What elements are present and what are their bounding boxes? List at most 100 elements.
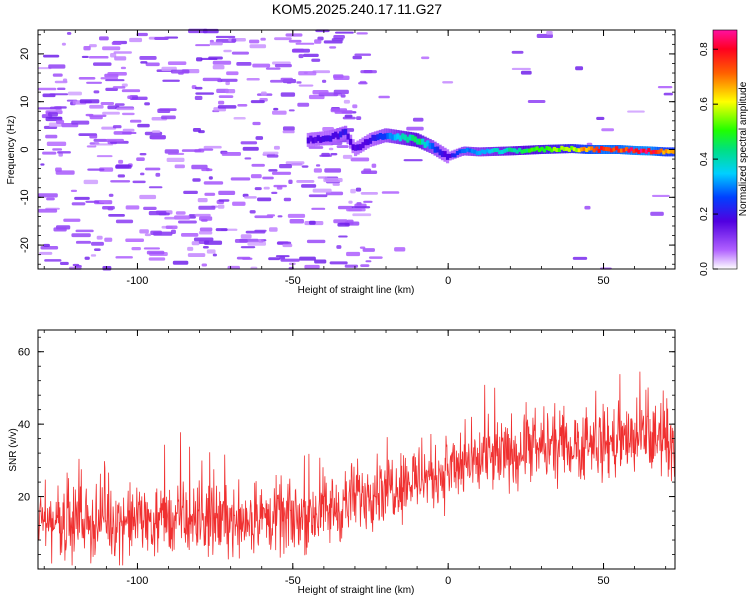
- spectrogram-noise-cell: [442, 81, 454, 84]
- spectrogram-noise-cell: [358, 82, 368, 85]
- spectrogram-ridge-cell: [537, 148, 542, 153]
- spectrogram-ridge-cell: [356, 144, 360, 151]
- spectrogram-noise-cell: [49, 93, 69, 96]
- spectrogram-ridge-cell: [540, 146, 544, 151]
- spectrogram-noise-cell: [266, 214, 276, 217]
- spectrogram-ridge-cell: [493, 147, 497, 152]
- spectrogram-noise-cell: [88, 55, 109, 59]
- spectrogram-noise-cell: [198, 130, 205, 134]
- spectrogram-noise-cell: [328, 147, 334, 151]
- spectrogram-noise-cell: [151, 130, 161, 133]
- spectrogram-ridge-cell: [450, 153, 455, 158]
- spectrogram-ridge-cell: [309, 135, 313, 142]
- spectrogram-noise-cell: [511, 50, 524, 54]
- spectrogram-ridge-cell: [592, 148, 596, 153]
- spectrogram-ridge-cell: [363, 139, 368, 146]
- spectrogram-noise-cell: [62, 78, 68, 83]
- spectrogram-ridge-cell: [597, 148, 601, 153]
- spectrogram-noise-cell: [218, 190, 236, 196]
- spectrogram-noise-cell: [121, 131, 137, 135]
- spectrogram-noise-cell: [145, 62, 160, 67]
- spectrogram-ridge-cell: [557, 148, 562, 153]
- spectrogram-noise-cell: [100, 102, 115, 106]
- x-tick-label: -50: [285, 275, 301, 287]
- colorbar-tick-label: 0.2: [699, 207, 710, 221]
- spectrogram-noise-cell: [241, 257, 253, 260]
- spectrogram-noise-cell: [39, 251, 53, 255]
- spectrogram-noise-cell: [83, 179, 99, 185]
- spectrogram-noise-cell: [66, 31, 72, 35]
- spectrogram-ridge-cell: [478, 150, 482, 155]
- spectrogram-noise-cell: [145, 167, 161, 171]
- spectrogram-noise-cell: [371, 163, 377, 168]
- spectrogram-noise-cell: [201, 219, 208, 222]
- spectrogram-noise-cell: [336, 145, 349, 148]
- spectrogram-noise-cell: [48, 112, 58, 117]
- colorbar-tick-label: 0.8: [699, 42, 710, 56]
- spectrogram-noise-cell: [260, 91, 267, 96]
- spectrogram-ridge-cell: [523, 149, 527, 154]
- spectrogram-noise-cell: [270, 79, 284, 83]
- spectrogram-noise-cell: [110, 53, 117, 58]
- spectrogram-noise-cell: [257, 238, 264, 243]
- spectrogram-noise-cell: [125, 238, 144, 243]
- x-tick-label: -100: [126, 275, 148, 287]
- spectrogram-noise-cell: [301, 184, 317, 188]
- spectrogram-ridge-cell: [614, 146, 619, 151]
- spectrogram-noise-cell: [352, 55, 362, 60]
- spectrogram-noise-cell: [162, 79, 180, 82]
- spectrogram-noise-cell: [86, 145, 97, 148]
- spectrogram-ridge-cell: [463, 148, 467, 153]
- spectrogram-noise-cell: [204, 240, 223, 245]
- spectrogram-noise-cell: [280, 92, 296, 97]
- spectrogram-ridge-cell: [527, 148, 532, 153]
- spectrogram-noise-cell: [108, 214, 125, 217]
- spectrogram-noise-cell: [86, 81, 103, 84]
- spectrogram-noise-cell: [57, 151, 71, 154]
- spectrogram-noise-cell: [120, 66, 126, 70]
- spectrogram-noise-cell: [112, 86, 126, 89]
- spectrogram-noise-cell: [191, 241, 200, 246]
- spectrogram-ridge-cell: [473, 149, 477, 154]
- spectrogram-noise-cell: [293, 48, 305, 53]
- y-tick-label: 20: [19, 48, 31, 60]
- spectrogram-noise-cell: [115, 164, 132, 169]
- spectrogram-noise-cell: [215, 228, 228, 232]
- spectrogram-noise-cell: [572, 256, 588, 260]
- spectrogram-ridge-cell: [503, 148, 507, 153]
- spectrogram-ridge-cell: [495, 148, 499, 153]
- spectrogram-ridge-cell: [361, 142, 365, 149]
- spectrogram-ridge-cell: [426, 140, 430, 147]
- colorbar-tick-label: 0.4: [699, 152, 710, 166]
- spectrogram-noise-cell: [91, 241, 104, 246]
- spectrogram-noise-cell: [125, 205, 140, 210]
- spectrogram-noise-cell: [343, 99, 350, 104]
- spectrogram-noise-cell: [170, 69, 190, 74]
- colorbar: 0.0 0.2 0.4 0.6 0.8 Normalized spectral ampl…: [699, 29, 749, 276]
- spectrogram-noise-cell: [154, 37, 169, 41]
- spectrogram-noise-cell: [218, 95, 234, 98]
- spectrogram-ridge-cell: [577, 148, 581, 153]
- spectrogram-noise-cell: [657, 86, 673, 89]
- spectrogram-noise-cell: [315, 164, 321, 167]
- spectrogram-noise-cell: [262, 151, 279, 155]
- spectrogram-noise-cell: [117, 174, 125, 178]
- spectrogram-noise-cell: [323, 177, 343, 183]
- snr-series-line: [38, 371, 675, 566]
- spectrogram-ridge-cell: [657, 149, 661, 154]
- spectrogram-ridge-cell: [617, 148, 621, 153]
- spectrogram-noise-cell: [546, 30, 553, 35]
- spectrogram-ridge-cell: [560, 145, 564, 150]
- spectrogram-noise-cell: [378, 95, 390, 99]
- spectrogram-noise-cell: [81, 55, 89, 58]
- spectrogram-noise-cell: [356, 32, 368, 35]
- spectrogram-noise-cell: [195, 44, 211, 47]
- spectrogram-noise-cell: [203, 181, 224, 185]
- spectrogram-noise-cell: [303, 53, 319, 58]
- spectrogram-noise-cell: [359, 246, 366, 249]
- spectrogram-noise-cell: [223, 49, 232, 53]
- spectrogram-noise-cell: [317, 176, 328, 179]
- spectrogram-noise-cell: [230, 177, 251, 181]
- bottom-x-axis-label: Height of straight line (km): [298, 585, 415, 596]
- spectrogram-ridge-cell: [642, 148, 646, 153]
